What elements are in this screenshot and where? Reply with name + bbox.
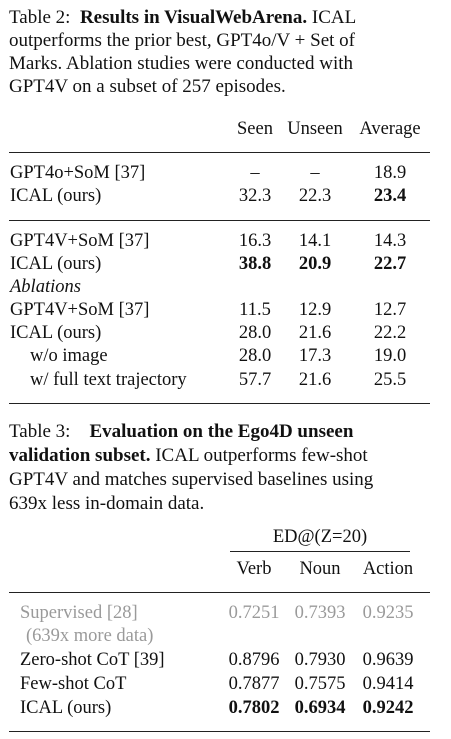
table2-row-method: GPT4o+SoM [37]	[10, 163, 146, 183]
table2-row-unseen: 14.1	[298, 231, 332, 251]
table2-header-unseen: Unseen	[287, 119, 343, 139]
table3-caption-line2: validation subset. ICAL outperforms few-…	[9, 444, 451, 468]
table2-row-seen: 28.0	[238, 323, 272, 343]
table3-row-noun: 0.7930	[294, 650, 346, 670]
table3-group-rule	[230, 551, 410, 552]
table3-row-verb: 0.7877	[228, 674, 280, 694]
table2-row-seen: –	[250, 163, 260, 183]
table2-row-unseen: 21.6	[298, 323, 332, 343]
table3-row-method: Supervised [28]	[20, 603, 138, 623]
table3-caption-line1: Table 3: Evaluation on the Ego4D unseen	[9, 420, 451, 444]
table3-caption-line4: 639x less in-domain data.	[9, 493, 205, 514]
table3-row-noun: 0.6934	[294, 698, 346, 718]
table3-caption-line3: GPT4V and matches supervised baselines u…	[9, 469, 374, 490]
table2-caption-title: Results in VisualWebArena.	[79, 7, 308, 28]
table3-row-action: 0.9242	[362, 698, 414, 718]
table3-rule-1	[9, 592, 430, 593]
table3-row-action: 0.9639	[362, 650, 414, 670]
table2-row-method: w/ full text trajectory	[30, 370, 187, 390]
table2-ablations-label: Ablations	[10, 277, 81, 297]
table2-row-unseen: 22.3	[298, 186, 332, 206]
table3-caption-label: Table 3:	[9, 421, 71, 442]
table3-row-method: Few-shot CoT	[20, 674, 127, 694]
table2-row-average: 12.7	[373, 300, 407, 320]
table3-caption-title-cont: validation subset.	[9, 445, 151, 466]
table2-row-average: 22.7	[373, 254, 407, 274]
table2-row-unseen: 21.6	[298, 370, 332, 390]
table2-row-seen: 32.3	[238, 186, 272, 206]
table2-row-seen: 11.5	[239, 300, 271, 320]
table3-row-verb: 0.7802	[228, 698, 280, 718]
table3-row-method: ICAL (ours)	[20, 698, 112, 718]
table2-row-average: 18.9	[373, 163, 407, 183]
table3-row-noun: 0.7393	[294, 603, 346, 623]
table2-row-unseen: 17.3	[298, 346, 332, 366]
table3-row-action: 0.9235	[362, 603, 414, 623]
table3-rule-bottom	[9, 731, 430, 732]
table3-row-action: 0.9414	[362, 674, 414, 694]
table2-row-seen: 57.7	[238, 370, 272, 390]
table2-header-average: Average	[359, 119, 421, 139]
table2-caption-line2: outperforms the prior best, GPT4o/V + Se…	[9, 30, 355, 51]
table2-row-average: 25.5	[373, 370, 407, 390]
table3-row-method: Zero-shot CoT [39]	[20, 650, 165, 670]
table2-caption-line1: Table 2: Results in VisualWebArena. ICAL	[9, 6, 451, 30]
table2-caption-line4: GPT4V on a subset of 257 episodes.	[9, 76, 286, 97]
table2-row-method: w/o image	[30, 346, 108, 366]
table3-header-verb: Verb	[236, 559, 272, 579]
table2-row-average: 23.4	[373, 186, 407, 206]
table2-row-unseen: 12.9	[298, 300, 332, 320]
table3-header-noun: Noun	[299, 559, 341, 579]
table3-row-verb: 0.7251	[228, 603, 280, 623]
table2-row-average: 14.3	[373, 231, 407, 251]
table2-caption-line3: Marks. Ablation studies were conducted w…	[9, 53, 354, 74]
table2-row-seen: 16.3	[238, 231, 272, 251]
table3-row-verb: 0.8796	[228, 650, 280, 670]
table3-caption-title: Evaluation on the Ego4D unseen	[89, 421, 354, 442]
table2-row-seen: 38.8	[238, 254, 272, 274]
table3-row-noun: 0.7575	[294, 674, 346, 694]
table2-rule-1	[9, 152, 430, 153]
table2-row-method: GPT4V+SoM [37]	[10, 300, 150, 320]
table2-caption-rest: ICAL	[311, 7, 357, 28]
table2-row-method: ICAL (ours)	[10, 186, 102, 206]
table3-caption-rest: ICAL outperforms few-shot	[155, 445, 368, 466]
table2-header-seen: Seen	[237, 119, 273, 139]
table2-row-unseen: –	[310, 163, 320, 183]
table2-rule-bottom	[9, 403, 430, 404]
table3-group-header: ED@(Z=20)	[272, 527, 368, 547]
table2-row-average: 22.2	[373, 323, 407, 343]
table2-row-average: 19.0	[373, 346, 407, 366]
table2-row-method: GPT4V+SoM [37]	[10, 231, 150, 251]
table3-row-note: (639x more data)	[26, 626, 154, 646]
table2-caption-label: Table 2:	[9, 7, 71, 28]
table2-rule-2	[9, 220, 430, 221]
table2-row-seen: 28.0	[238, 346, 272, 366]
table2-row-unseen: 20.9	[298, 254, 332, 274]
table2-row-method: ICAL (ours)	[10, 323, 102, 343]
table2-row-method: ICAL (ours)	[10, 254, 102, 274]
table3-header-action: Action	[362, 559, 414, 579]
